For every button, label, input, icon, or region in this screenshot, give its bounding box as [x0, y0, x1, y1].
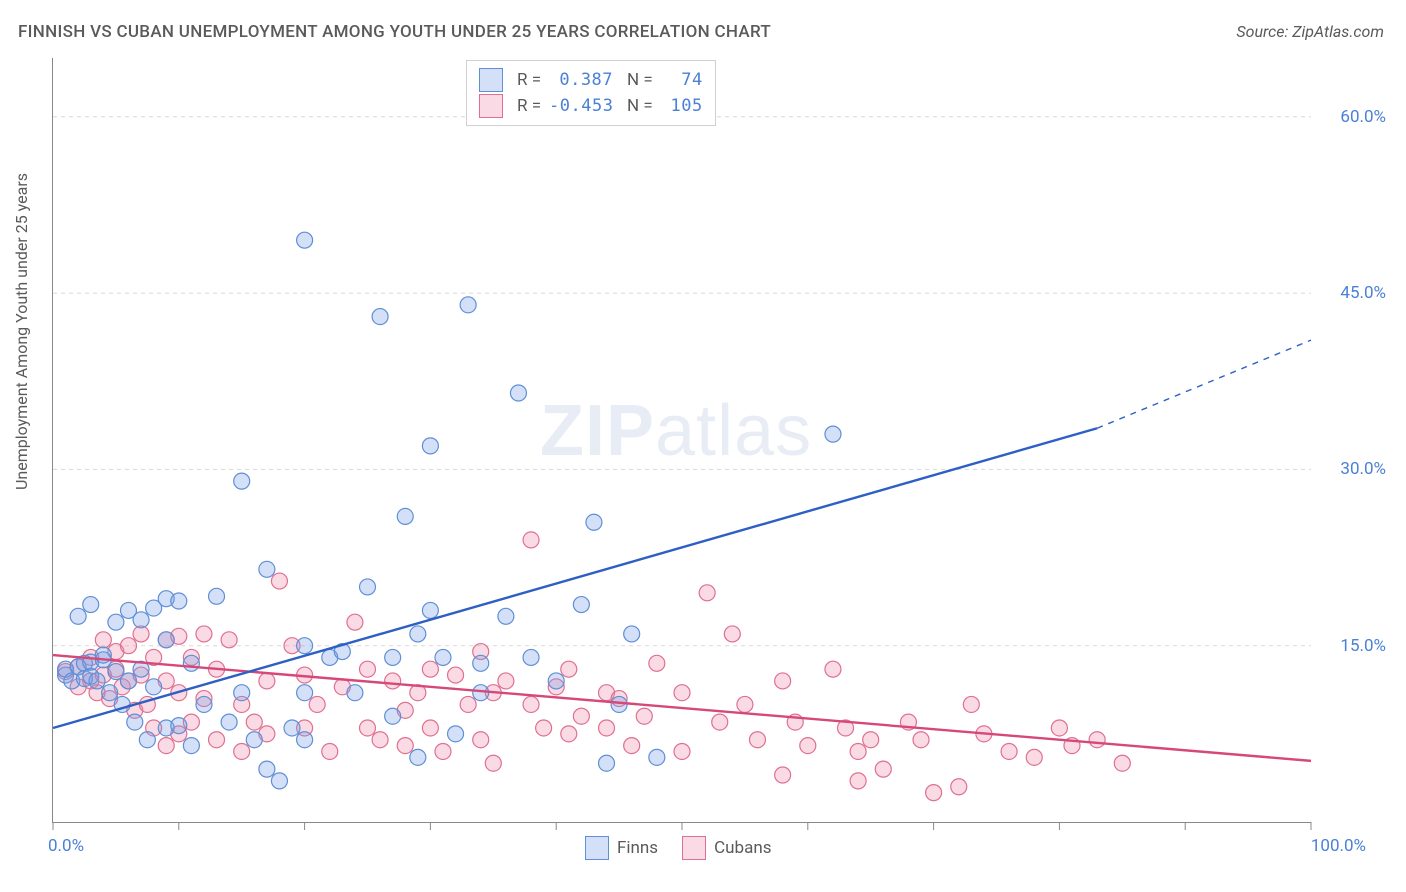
- y-tick-label: 60.0%: [1340, 107, 1386, 127]
- legend-row-cubans: R = -0.453 N = 105: [479, 93, 703, 119]
- swatch-finns-icon: [585, 836, 609, 860]
- chart-plot-area: [52, 58, 1311, 823]
- x-max-label: 100.0%: [1311, 836, 1366, 856]
- correlation-legend: R = 0.387 N = 74 R = -0.453 N = 105: [466, 60, 716, 126]
- series-legend: Finns Cubans: [585, 836, 772, 860]
- swatch-cubans-icon: [682, 836, 706, 860]
- y-tick-label: 30.0%: [1340, 459, 1386, 479]
- legend-row-finns: R = 0.387 N = 74: [479, 67, 703, 93]
- y-axis-label: Unemployment Among Youth under 25 years: [12, 173, 31, 490]
- legend-item-finns: Finns: [585, 836, 658, 860]
- x-min-label: 0.0%: [48, 836, 84, 856]
- swatch-finns: [479, 68, 503, 92]
- swatch-cubans: [479, 94, 503, 118]
- scatter-plot-svg: [53, 58, 1311, 822]
- chart-title: FINNISH VS CUBAN UNEMPLOYMENT AMONG YOUT…: [18, 22, 771, 42]
- source-attribution: Source: ZipAtlas.com: [1236, 22, 1384, 41]
- y-tick-label: 45.0%: [1340, 283, 1386, 303]
- y-tick-label: 15.0%: [1340, 636, 1386, 656]
- legend-item-cubans: Cubans: [682, 836, 771, 860]
